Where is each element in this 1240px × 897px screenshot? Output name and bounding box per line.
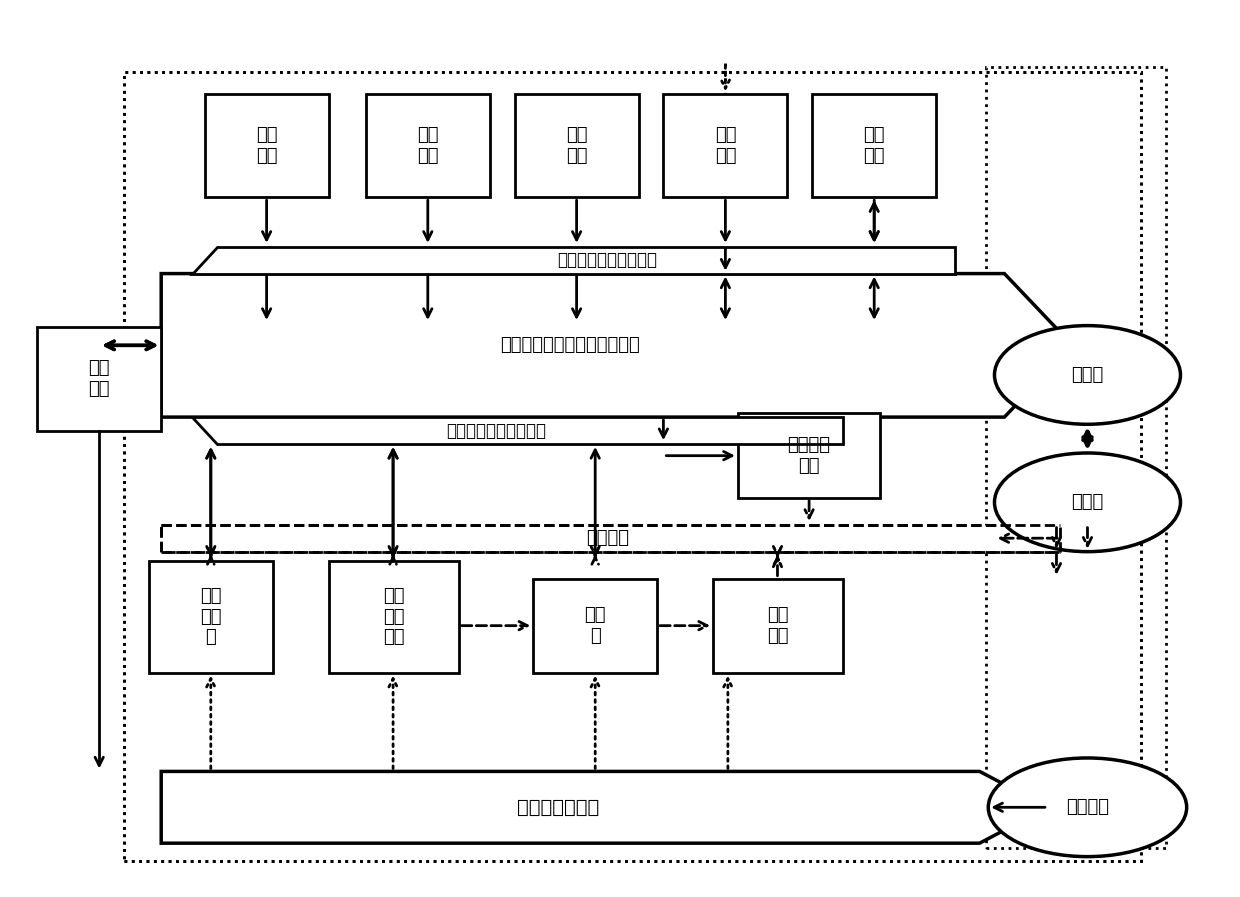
Text: 化学能燃料管网: 化学能燃料管网 bbox=[517, 797, 599, 817]
Text: 热力管网: 热力管网 bbox=[587, 529, 629, 547]
Text: 燃料用户: 燃料用户 bbox=[1066, 798, 1109, 816]
Text: 燃料
电池: 燃料 电池 bbox=[714, 126, 737, 165]
Text: 电力电子变换并网接口: 电力电子变换并网接口 bbox=[558, 251, 657, 269]
FancyBboxPatch shape bbox=[329, 561, 459, 673]
Text: 电制冷、
制热: 电制冷、 制热 bbox=[787, 436, 831, 475]
FancyBboxPatch shape bbox=[713, 579, 843, 673]
Text: 交直流微电网、电力电子设备: 交直流微电网、电力电子设备 bbox=[501, 336, 640, 354]
Text: 储热
蓄冷: 储热 蓄冷 bbox=[768, 606, 789, 645]
Text: 制冷
机: 制冷 机 bbox=[584, 606, 606, 645]
FancyBboxPatch shape bbox=[738, 413, 880, 498]
Text: 电池
储能: 电池 储能 bbox=[863, 126, 885, 165]
FancyBboxPatch shape bbox=[205, 94, 329, 197]
Text: 风力
发电: 风力 发电 bbox=[255, 126, 278, 165]
FancyBboxPatch shape bbox=[515, 94, 639, 197]
Polygon shape bbox=[192, 417, 843, 444]
Polygon shape bbox=[161, 525, 1060, 552]
Text: 光热
发电: 光热 发电 bbox=[565, 126, 588, 165]
FancyBboxPatch shape bbox=[812, 94, 936, 197]
Polygon shape bbox=[192, 247, 955, 274]
FancyBboxPatch shape bbox=[533, 579, 657, 673]
Text: 光伏
发电: 光伏 发电 bbox=[417, 126, 439, 165]
FancyBboxPatch shape bbox=[149, 561, 273, 673]
FancyBboxPatch shape bbox=[663, 94, 787, 197]
Text: 电力电子变换并网接口: 电力电子变换并网接口 bbox=[446, 422, 546, 440]
FancyBboxPatch shape bbox=[37, 327, 161, 431]
Ellipse shape bbox=[994, 453, 1180, 552]
Polygon shape bbox=[161, 274, 1073, 417]
FancyBboxPatch shape bbox=[366, 94, 490, 197]
Text: 电负荷: 电负荷 bbox=[1071, 366, 1104, 384]
Ellipse shape bbox=[988, 758, 1187, 857]
Ellipse shape bbox=[994, 326, 1180, 424]
Text: 常规
电网: 常规 电网 bbox=[88, 359, 110, 398]
Text: 微型
燃气
轮机: 微型 燃气 轮机 bbox=[383, 587, 404, 647]
Polygon shape bbox=[161, 771, 1048, 843]
Text: 热负荷: 热负荷 bbox=[1071, 493, 1104, 511]
Text: 三联
供机
组: 三联 供机 组 bbox=[200, 587, 222, 647]
